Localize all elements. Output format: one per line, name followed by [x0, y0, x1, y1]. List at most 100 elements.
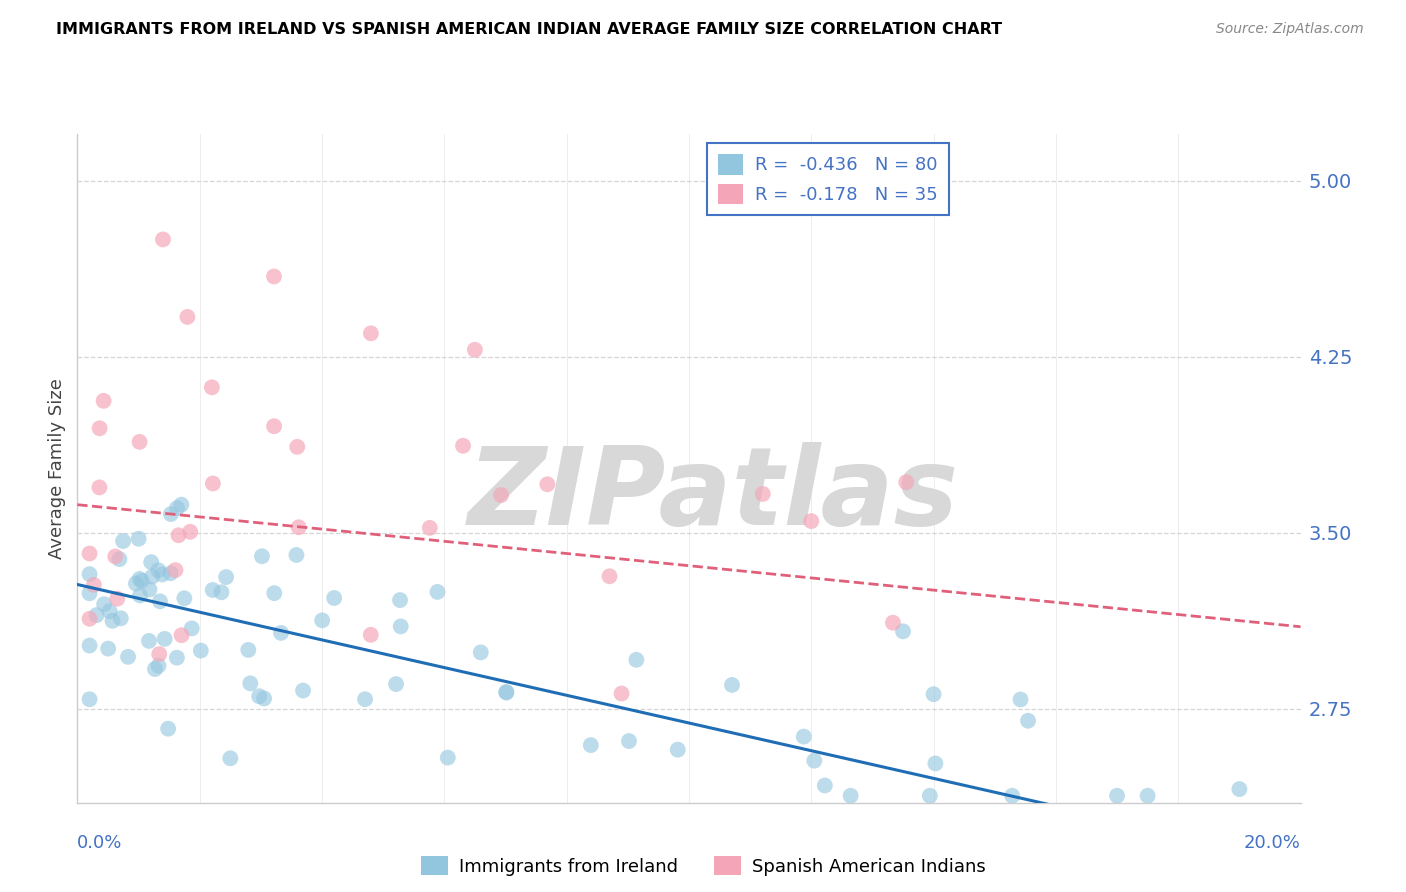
- Point: [617, 734, 640, 748]
- Point: [93, 393, 115, 408]
- Point: [104, 549, 127, 564]
- Point: [1010, 692, 1032, 706]
- Point: [148, 563, 170, 577]
- Point: [97, 641, 120, 656]
- Point: [323, 591, 346, 605]
- Point: [166, 650, 188, 665]
- Point: [721, 678, 744, 692]
- Point: [793, 730, 815, 744]
- Point: [166, 501, 188, 516]
- Text: 20.0%: 20.0%: [1244, 834, 1301, 852]
- Point: [83, 578, 105, 592]
- Point: [451, 439, 474, 453]
- Point: [924, 756, 946, 771]
- Y-axis label: Average Family Size: Average Family Size: [48, 378, 66, 558]
- Point: [882, 615, 904, 630]
- Point: [89, 480, 111, 494]
- Point: [153, 632, 176, 646]
- Point: [419, 521, 441, 535]
- Point: [495, 685, 517, 699]
- Point: [247, 690, 270, 704]
- Point: [159, 566, 181, 581]
- Point: [285, 440, 308, 454]
- Point: [160, 507, 183, 521]
- Point: [110, 611, 132, 625]
- Point: [201, 380, 224, 394]
- Point: [814, 779, 837, 793]
- Point: [1017, 714, 1039, 728]
- Point: [626, 653, 648, 667]
- Point: [157, 722, 180, 736]
- Point: [128, 572, 150, 586]
- Point: [385, 677, 408, 691]
- Legend: R =  -0.436   N = 80, R =  -0.178   N = 35: R = -0.436 N = 80, R = -0.178 N = 35: [707, 143, 949, 215]
- Point: [839, 789, 862, 803]
- Point: [201, 582, 224, 597]
- Point: [1001, 789, 1024, 803]
- Point: [89, 421, 111, 435]
- Point: [173, 591, 195, 606]
- Point: [152, 232, 174, 246]
- Point: [360, 326, 382, 341]
- Point: [495, 685, 517, 699]
- Point: [287, 520, 309, 534]
- Point: [125, 576, 148, 591]
- Point: [263, 419, 285, 434]
- Point: [170, 628, 193, 642]
- Point: [131, 574, 153, 588]
- Point: [98, 604, 121, 618]
- Point: [219, 751, 242, 765]
- Point: [918, 789, 941, 803]
- Point: [150, 567, 173, 582]
- Text: Source: ZipAtlas.com: Source: ZipAtlas.com: [1216, 22, 1364, 37]
- Point: [149, 594, 172, 608]
- Text: 0.0%: 0.0%: [77, 834, 122, 852]
- Point: [263, 269, 285, 284]
- Point: [128, 532, 150, 546]
- Text: ZIPatlas: ZIPatlas: [468, 442, 959, 548]
- Point: [470, 645, 492, 659]
- Point: [129, 589, 152, 603]
- Point: [138, 582, 160, 597]
- Point: [752, 487, 775, 501]
- Point: [360, 628, 382, 642]
- Point: [800, 514, 823, 528]
- Point: [79, 567, 101, 582]
- Point: [101, 614, 124, 628]
- Point: [238, 643, 260, 657]
- Point: [803, 754, 825, 768]
- Point: [354, 692, 377, 706]
- Point: [176, 310, 198, 324]
- Point: [105, 591, 128, 606]
- Point: [167, 528, 190, 542]
- Point: [239, 676, 262, 690]
- Point: [891, 624, 914, 639]
- Point: [93, 597, 115, 611]
- Point: [148, 647, 170, 661]
- Point: [141, 569, 163, 583]
- Point: [148, 658, 170, 673]
- Point: [215, 570, 238, 584]
- Legend: Immigrants from Ireland, Spanish American Indians: Immigrants from Ireland, Spanish America…: [413, 849, 993, 883]
- Point: [165, 563, 187, 577]
- Point: [79, 586, 101, 600]
- Point: [1136, 789, 1159, 803]
- Point: [250, 549, 273, 564]
- Point: [263, 586, 285, 600]
- Point: [489, 488, 512, 502]
- Point: [896, 475, 918, 490]
- Point: [170, 498, 193, 512]
- Point: [180, 621, 202, 635]
- Point: [1229, 782, 1251, 797]
- Point: [138, 633, 160, 648]
- Point: [128, 434, 150, 449]
- Point: [285, 548, 308, 562]
- Point: [108, 552, 131, 566]
- Point: [211, 585, 233, 599]
- Point: [79, 639, 101, 653]
- Point: [536, 477, 558, 491]
- Point: [464, 343, 486, 357]
- Point: [117, 649, 139, 664]
- Point: [79, 547, 101, 561]
- Point: [190, 643, 212, 657]
